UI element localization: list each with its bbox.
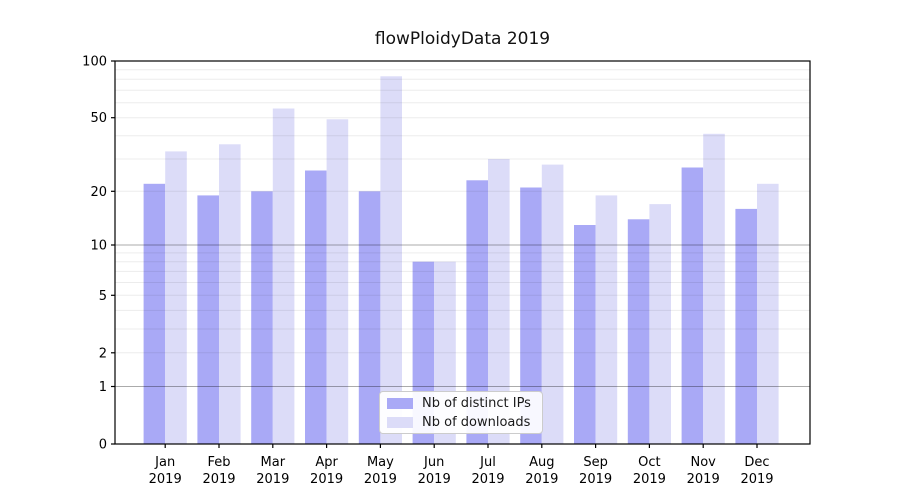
chart-title: flowPloidyData 2019 bbox=[374, 29, 551, 49]
bar-dec-downloads bbox=[757, 183, 779, 445]
x-tick-label-year-may: 2019 bbox=[364, 472, 397, 487]
legend-label-distinct-ips: Nb of distinct IPs bbox=[422, 395, 531, 411]
y-tick-label-100: 100 bbox=[82, 55, 107, 70]
bar-jul-ips bbox=[466, 180, 488, 445]
bar-dec-ips bbox=[735, 208, 757, 444]
x-tick-label-month-jul: Jul bbox=[479, 455, 496, 470]
bar-may-downloads bbox=[380, 76, 402, 445]
x-tick-label-year-feb: 2019 bbox=[202, 472, 235, 487]
bar-feb-downloads bbox=[219, 144, 241, 445]
x-tick-label-month-jan: Jan bbox=[154, 455, 175, 470]
x-tick-label-month-apr: Apr bbox=[315, 455, 338, 470]
bar-feb-ips bbox=[197, 195, 219, 444]
legend-swatch-downloads bbox=[387, 416, 413, 428]
x-tick-label-year-jul: 2019 bbox=[471, 472, 504, 487]
x-tick-label-year-jan: 2019 bbox=[149, 472, 182, 487]
y-tick-label-1: 1 bbox=[99, 380, 107, 395]
x-tick-label-year-oct: 2019 bbox=[633, 472, 666, 487]
legend-item-downloads: Nb of downloads bbox=[387, 415, 534, 430]
axes-spines bbox=[114, 60, 811, 445]
bar-oct-downloads bbox=[649, 204, 671, 444]
x-tick-label-month-feb: Feb bbox=[207, 455, 230, 470]
y-tick-label-0: 0 bbox=[99, 438, 107, 453]
x-tick-label-year-sep: 2019 bbox=[579, 472, 612, 487]
bar-sep-ips bbox=[574, 225, 596, 444]
bar-sep-downloads bbox=[595, 195, 618, 444]
x-tick-label-year-jun: 2019 bbox=[418, 472, 451, 487]
legend-label-downloads: Nb of downloads bbox=[422, 414, 531, 430]
legend-item-distinct-ips: Nb of distinct IPs bbox=[387, 396, 534, 411]
bar-jan-ips bbox=[143, 183, 166, 445]
y-tick-label-5: 5 bbox=[99, 289, 107, 304]
x-tick-label-month-jun: Jun bbox=[423, 455, 444, 470]
y-tick-label-20: 20 bbox=[90, 185, 107, 200]
x-tick-label-year-apr: 2019 bbox=[310, 472, 343, 487]
bar-aug-ips bbox=[520, 187, 542, 444]
x-tick-label-month-oct: Oct bbox=[638, 455, 660, 470]
bar-mar-downloads bbox=[272, 108, 295, 444]
bar-may-ips bbox=[358, 191, 381, 444]
x-tick-label-month-dec: Dec bbox=[744, 455, 769, 470]
bar-mar-ips bbox=[251, 191, 273, 444]
y-tick-label-2: 2 bbox=[99, 346, 107, 361]
legend-swatch-distinct-ips bbox=[387, 397, 413, 409]
x-tick-label-year-aug: 2019 bbox=[525, 472, 558, 487]
bar-apr-ips bbox=[305, 170, 327, 444]
x-tick-label-year-mar: 2019 bbox=[256, 472, 289, 487]
x-tick-label-month-may: May bbox=[367, 455, 394, 470]
bar-apr-downloads bbox=[326, 119, 349, 445]
y-tick-label-10: 10 bbox=[90, 239, 107, 254]
x-tick-label-month-aug: Aug bbox=[529, 455, 554, 470]
x-tick-label-month-sep: Sep bbox=[583, 455, 608, 470]
bar-jan-downloads bbox=[165, 151, 187, 444]
bar-aug-downloads bbox=[541, 164, 564, 444]
y-tick-label-50: 50 bbox=[90, 111, 107, 126]
x-tick-label-year-dec: 2019 bbox=[740, 472, 773, 487]
bar-oct-ips bbox=[627, 219, 650, 444]
bar-nov-ips bbox=[681, 167, 704, 444]
x-tick-label-month-nov: Nov bbox=[691, 455, 717, 470]
bar-nov-downloads bbox=[703, 133, 725, 445]
x-tick-label-month-mar: Mar bbox=[261, 455, 286, 470]
bar-jul-downloads bbox=[488, 159, 510, 444]
legend: Nb of distinct IPs Nb of downloads bbox=[379, 391, 543, 434]
x-tick-label-year-nov: 2019 bbox=[687, 472, 720, 487]
